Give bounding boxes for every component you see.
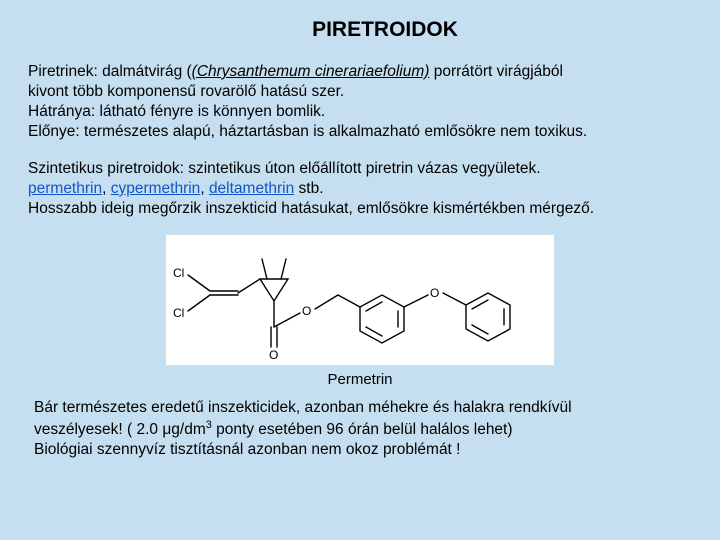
p3-line1: Bár természetes eredetű inszekticidek, a… bbox=[34, 399, 572, 416]
p2-sep1: , bbox=[102, 180, 111, 197]
link-cypermethrin[interactable]: cypermethrin bbox=[111, 180, 201, 197]
paragraph-2: Szintetikus piretroidok: szintetikus úto… bbox=[28, 159, 692, 219]
figure-wrap: Cl Cl O bbox=[28, 235, 692, 388]
atom-cl1: Cl bbox=[173, 266, 184, 280]
p1-line1c: porrátört virágjából bbox=[429, 63, 563, 80]
p2-line1: Szintetikus piretroidok: szintetikus úto… bbox=[28, 160, 541, 177]
p1-scientific-name: (Chrysanthemum cinerariaefolium) bbox=[192, 63, 430, 80]
link-deltamethrin[interactable]: deltamethrin bbox=[209, 180, 294, 197]
atom-cl2: Cl bbox=[173, 306, 184, 320]
atom-o2: O bbox=[302, 304, 311, 318]
p2-line3: Hosszabb ideig megőrzik inszekticid hatá… bbox=[28, 200, 594, 217]
p3-line2b: ponty esetében 96 órán belül halálos leh… bbox=[212, 421, 513, 438]
atom-o1: O bbox=[269, 348, 278, 361]
figure-caption: Permetrin bbox=[327, 371, 392, 388]
p3-line2a: veszélyesek! ( 2.0 μg/dm bbox=[34, 421, 206, 438]
p3-line3: Biológiai szennyvíz tisztításnál azonban… bbox=[34, 441, 460, 458]
page-title: PIRETROIDOK bbox=[78, 18, 692, 42]
p1-line4: Előnye: természetes alapú, háztartásban … bbox=[28, 123, 587, 140]
p1-line1a: Piretrinek: dalmátvirág ( bbox=[28, 63, 192, 80]
p1-line3: Hátránya: látható fényre is könnyen boml… bbox=[28, 103, 325, 120]
paragraph-1: Piretrinek: dalmátvirág ((Chrysanthemum … bbox=[28, 62, 692, 143]
p2-sep2: , bbox=[200, 180, 209, 197]
p2-rest: stb. bbox=[294, 180, 323, 197]
paragraph-3: Bár természetes eredetű inszekticidek, a… bbox=[34, 398, 692, 461]
chemical-structure: Cl Cl O bbox=[166, 235, 554, 365]
p1-line2: kivont több komponensű rovarölő hatású s… bbox=[28, 83, 344, 100]
atom-o3: O bbox=[430, 286, 439, 300]
link-permethrin[interactable]: permethrin bbox=[28, 180, 102, 197]
